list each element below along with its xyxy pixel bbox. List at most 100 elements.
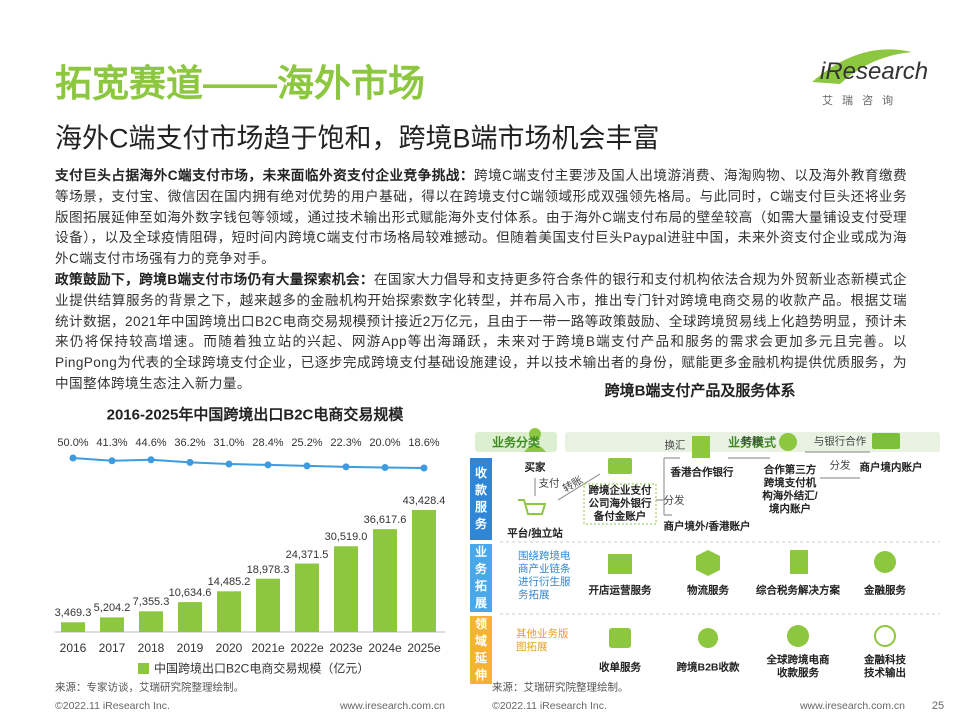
diagram-header: 业务分类 bbox=[491, 435, 541, 450]
paragraph-lead: 支付巨头占据海外C端支付市场，未来面临外资支付企业竞争挑战： bbox=[55, 168, 474, 183]
flow-node: 跨境企业支付公司海外银行备付金账户 bbox=[588, 484, 652, 523]
bar bbox=[100, 617, 124, 632]
x-tick-label: 2022e bbox=[290, 641, 324, 655]
x-tick-label: 2016 bbox=[59, 641, 87, 655]
service-item: 金融服务 bbox=[864, 584, 906, 597]
row-label: 收款服务 bbox=[474, 466, 487, 531]
service-item: 综合税务解决方案 bbox=[756, 584, 840, 597]
x-tick-label: 2017 bbox=[98, 641, 126, 655]
growth-point bbox=[108, 457, 116, 465]
growth-label: 41.3% bbox=[96, 437, 128, 449]
flow-node: 转账 bbox=[741, 435, 763, 448]
bar-value-label: 3,469.3 bbox=[54, 607, 92, 620]
logo-subtitle: 艾 瑞 咨 询 bbox=[822, 95, 897, 107]
service-item: 全球跨境电商收款服务 bbox=[766, 654, 830, 679]
growth-label: 20.0% bbox=[369, 437, 401, 449]
flow-node: 香港合作银行 bbox=[670, 466, 734, 479]
service-item: 跨境B2B收款 bbox=[676, 661, 740, 674]
slide-subtitle: 海外C端支付市场趋于饱和，跨境B端市场机会丰富 bbox=[55, 123, 660, 154]
row-label-bar bbox=[470, 616, 492, 684]
row-label: 领域延伸 bbox=[474, 617, 487, 682]
x-tick-label: 2020 bbox=[215, 641, 243, 655]
bar-value-label: 10,634.6 bbox=[168, 587, 212, 600]
header-box bbox=[565, 432, 940, 452]
row-label-bar bbox=[470, 544, 492, 612]
bar bbox=[217, 591, 241, 632]
row-note: 其他业务版图拓展 bbox=[516, 628, 569, 653]
diagram-header: 业务模式 bbox=[727, 435, 777, 450]
service-item: 收单服务 bbox=[599, 661, 641, 674]
footer-url: www.iresearch.com.cn bbox=[799, 700, 905, 712]
footer-url: www.iresearch.com.cn bbox=[339, 700, 445, 712]
flow-node: 商户境内账户 bbox=[859, 461, 923, 474]
footer-copyright: ©2022.11 iResearch Inc. bbox=[492, 700, 607, 712]
paragraph-text: 跨境C端支付主要涉及国人出境游消费、海淘购物、以及海外教育缴费等场景，支付宝、微… bbox=[55, 168, 907, 267]
growth-point bbox=[69, 454, 77, 462]
bar bbox=[412, 510, 436, 632]
x-tick-label: 2023e bbox=[329, 641, 363, 655]
growth-point bbox=[225, 460, 233, 468]
growth-label: 44.6% bbox=[135, 437, 167, 449]
diagram-source: 来源：艾瑞研究院整理绘制。 bbox=[492, 681, 629, 694]
service-item: 开店运营服务 bbox=[588, 584, 652, 597]
growth-label: 18.6% bbox=[408, 437, 440, 449]
growth-line bbox=[72, 457, 425, 469]
bar-value-label: 14,485.2 bbox=[207, 576, 251, 589]
flow-arrows bbox=[534, 451, 870, 516]
flow-node: 平台/独立站 bbox=[507, 527, 563, 540]
flow-node: 商户境外/香港账户 bbox=[663, 520, 751, 533]
flow-node: 支付 bbox=[538, 477, 560, 490]
growth-point bbox=[264, 461, 272, 469]
bar bbox=[139, 611, 163, 632]
icons bbox=[518, 428, 900, 648]
paragraph: 政策鼓励下，跨境B端支付市场仍有大量探索机会：在国家大力倡导和支持更多符合条件的… bbox=[55, 270, 907, 395]
paragraph-text: 在国家大力倡导和支持更多符合条件的银行和支付机构依法合规为外贸新业态新模式企业提… bbox=[55, 272, 907, 391]
bar-value-label: 7,355.3 bbox=[132, 596, 170, 609]
legend-swatch bbox=[138, 663, 149, 674]
logo-swoosh bbox=[812, 49, 912, 84]
bar-value-label: 24,371.5 bbox=[285, 548, 329, 561]
growth-point bbox=[147, 456, 155, 464]
flow-node: 买家 bbox=[524, 461, 546, 474]
growth-label: 22.3% bbox=[330, 437, 362, 449]
growth-label: 36.2% bbox=[174, 437, 206, 449]
bar-value-label: 5,204.2 bbox=[93, 602, 131, 615]
growth-point bbox=[381, 464, 389, 472]
row-label-bar bbox=[470, 458, 492, 540]
growth-label: 25.2% bbox=[291, 437, 323, 449]
growth-label: 31.0% bbox=[213, 437, 245, 449]
growth-label: 28.4% bbox=[252, 437, 284, 449]
x-tick-label: 2019 bbox=[176, 641, 204, 655]
bar-value-label: 30,519.0 bbox=[324, 531, 368, 544]
row-note: 围绕跨境电商产业链条进行衍生服务拓展 bbox=[518, 550, 571, 601]
growth-point bbox=[186, 458, 194, 466]
x-tick-label: 2025e bbox=[407, 641, 441, 655]
flow-node: 换汇 bbox=[664, 439, 686, 452]
bar-value-label: 36,617.6 bbox=[363, 514, 407, 527]
service-item: 金融科技技术输出 bbox=[864, 654, 906, 679]
bar bbox=[373, 529, 397, 632]
bar bbox=[334, 546, 358, 632]
x-tick-label: 2021e bbox=[251, 641, 285, 655]
flow-node: 合作第三方跨境支付机构海外结汇/境内账户 bbox=[762, 464, 818, 515]
flow-node: 分发 bbox=[829, 459, 851, 472]
chart-source: 来源：专家访谈，艾瑞研究院整理绘制。 bbox=[55, 681, 244, 694]
legend-label: 中国跨境出口B2C电商交易规模（亿元） bbox=[154, 661, 370, 676]
bar bbox=[295, 563, 319, 632]
logo: iResearch bbox=[820, 58, 929, 85]
bar-value-label: 18,978.3 bbox=[246, 563, 290, 576]
growth-label: 50.0% bbox=[57, 437, 89, 449]
growth-point bbox=[342, 463, 350, 471]
page-number: 25 bbox=[931, 700, 945, 712]
bar bbox=[178, 602, 202, 632]
diagram-title: 跨境B端支付产品及服务体系 bbox=[604, 382, 796, 400]
flow-node: 与银行合作 bbox=[813, 435, 867, 448]
service-item: 物流服务 bbox=[687, 584, 729, 597]
growth-point bbox=[420, 464, 428, 472]
bar bbox=[61, 622, 85, 632]
growth-point bbox=[303, 462, 311, 470]
footer-copyright: ©2022.11 iResearch Inc. bbox=[55, 700, 170, 712]
bar-value-label: 43,428.4 bbox=[402, 495, 446, 507]
